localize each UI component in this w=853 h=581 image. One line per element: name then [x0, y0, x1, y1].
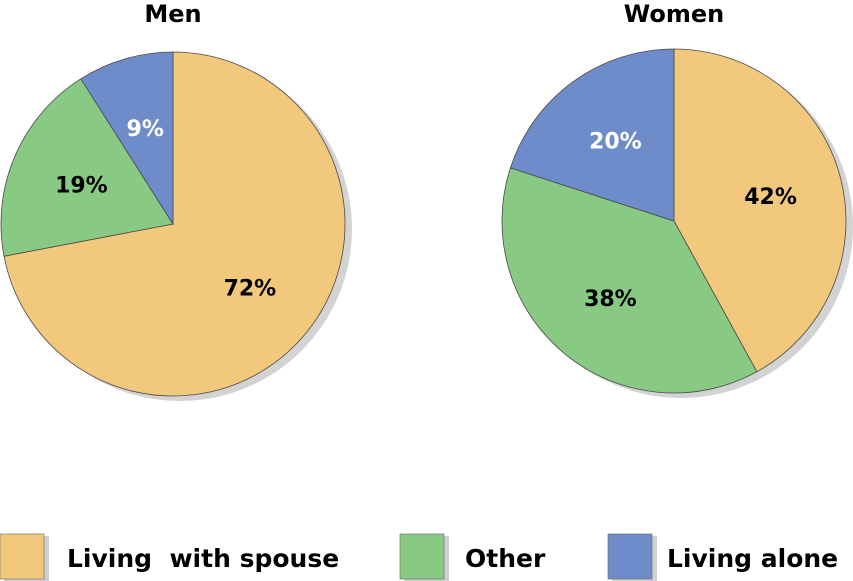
chart-title-men: Men: [144, 0, 201, 28]
legend-item-living-alone: Living alone: [607, 533, 838, 581]
legend-swatch-living-alone: [607, 533, 653, 580]
slice-label-women-living-with-spouse: 42%: [744, 185, 797, 210]
pie-chart-men: Men 72% 19% 9%: [0, 0, 352, 401]
legend-swatch-other: [399, 533, 445, 580]
slice-label-men-living-with-spouse: 72%: [224, 277, 277, 302]
legend-item-living-with-spouse: Living with spouse: [0, 533, 339, 581]
slice-label-women-other: 38%: [584, 287, 637, 312]
slice-label-men-other: 19%: [55, 173, 108, 198]
pie-slice-women-living-alone: [509, 48, 675, 222]
legend-item-other: Other: [399, 533, 546, 581]
legend: Living with spouse Other Living alone: [0, 533, 838, 581]
legend-label-other: Other: [465, 544, 546, 573]
pie-chart-women: Women 42% 38% 20%: [501, 0, 853, 398]
legend-label-living-with-spouse: Living with spouse: [67, 544, 339, 573]
legend-swatch-living-with-spouse-fill: [0, 533, 45, 580]
pie-slice-men-living-with-spouse: [3, 51, 346, 397]
slice-label-men-living-alone: 9%: [127, 117, 164, 142]
pie-slice-women-living-with-spouse: [673, 48, 847, 373]
pie-slice-men-other: [0, 78, 174, 257]
legend-label-living-alone: Living alone: [667, 544, 838, 573]
pie-slice-men-living-alone: [80, 51, 174, 226]
pie-slice-women-other: [501, 167, 758, 394]
slice-label-women-living-alone: 20%: [589, 129, 642, 154]
chart-title-women: Women: [624, 0, 724, 28]
